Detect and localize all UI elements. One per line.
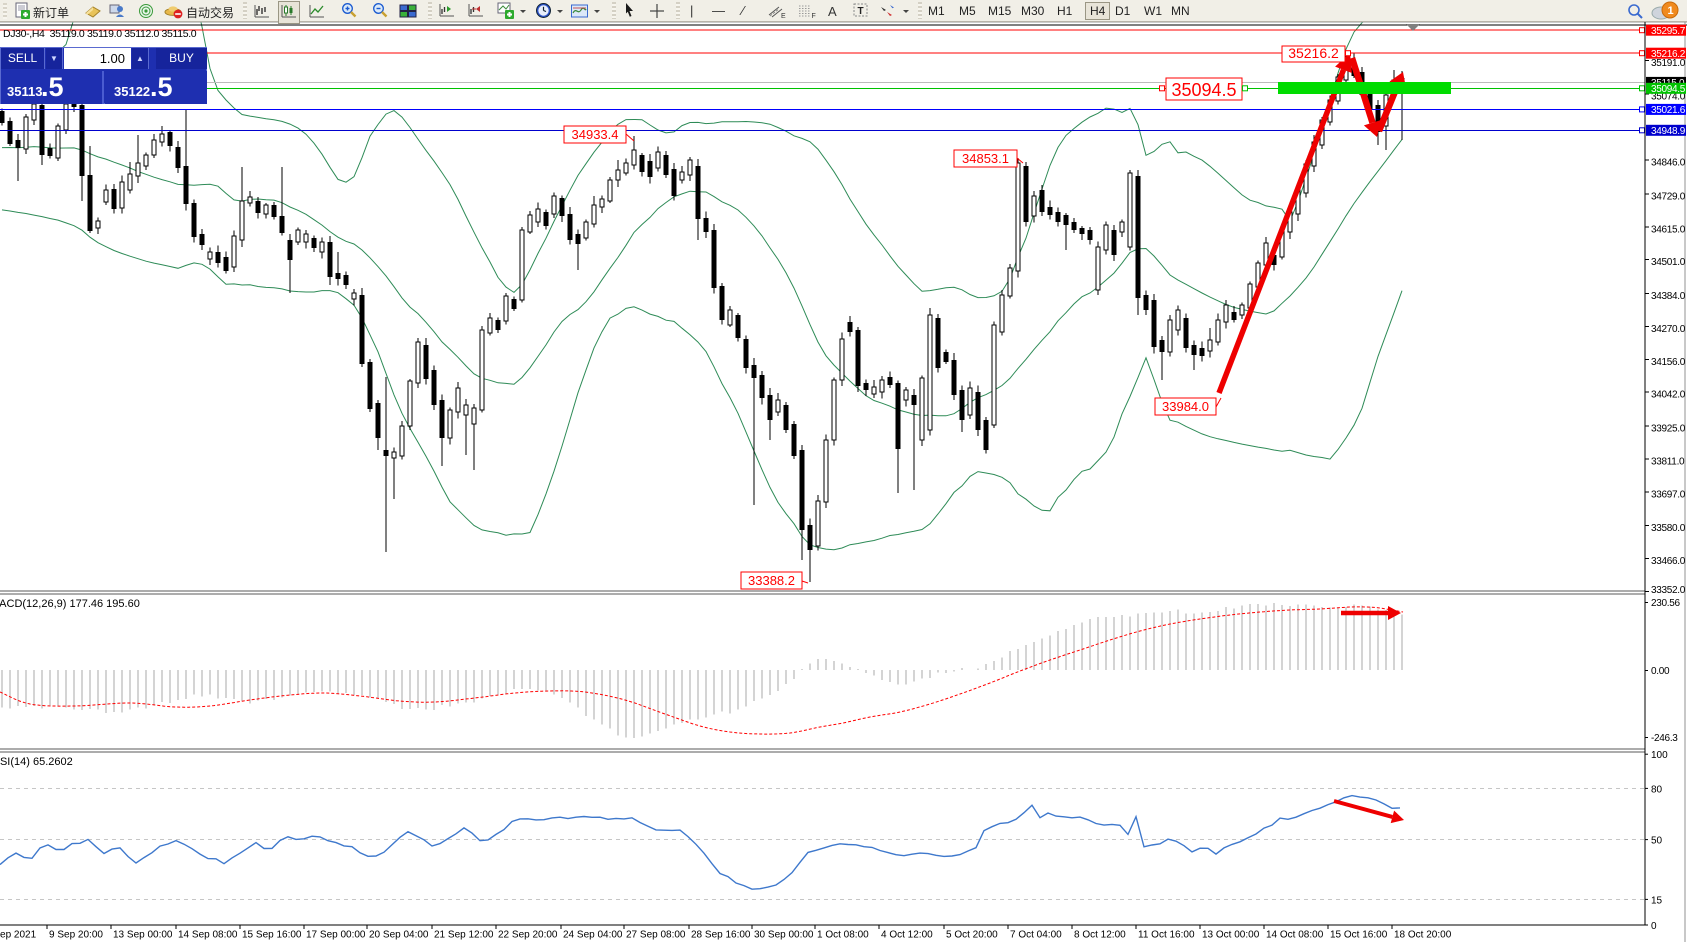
svg-text:50: 50 (1651, 836, 1663, 847)
svg-text:T: T (858, 6, 864, 17)
svg-text:F: F (812, 13, 816, 19)
svg-text:18 Oct 20:00: 18 Oct 20:00 (1394, 930, 1452, 941)
svg-text:34042.0: 34042.0 (1651, 390, 1686, 401)
svg-text:33466.0: 33466.0 (1651, 556, 1686, 567)
svg-text:15 Sep 16:00: 15 Sep 16:00 (242, 930, 302, 941)
svg-text:33352.0: 33352.0 (1651, 585, 1686, 596)
svg-text:13 Sep 00:00: 13 Sep 00:00 (113, 930, 173, 941)
svg-text:33984.0: 33984.0 (1162, 399, 1209, 414)
svg-text:30 Sep 00:00: 30 Sep 00:00 (754, 930, 814, 941)
svg-text:34846.0: 34846.0 (1651, 158, 1686, 169)
svg-text:33580.0: 33580.0 (1651, 523, 1686, 534)
svg-text:33388.2: 33388.2 (748, 573, 795, 588)
svg-text:35191.0: 35191.0 (1651, 58, 1686, 69)
svg-text:20 Sep 04:00: 20 Sep 04:00 (369, 930, 429, 941)
svg-text:0.00: 0.00 (1651, 666, 1670, 677)
svg-text:33811.0: 33811.0 (1651, 456, 1685, 467)
svg-text:33697.0: 33697.0 (1651, 489, 1686, 500)
svg-text:9 Sep 20:00: 9 Sep 20:00 (49, 930, 103, 941)
svg-text:35094.5: 35094.5 (1651, 84, 1686, 95)
svg-text:1 Oct 08:00: 1 Oct 08:00 (817, 930, 869, 941)
svg-text:34501.0: 34501.0 (1651, 257, 1686, 268)
svg-text:35295.7: 35295.7 (1651, 26, 1686, 37)
svg-text:-246.3: -246.3 (1651, 733, 1678, 744)
svg-text:34933.4: 34933.4 (572, 127, 619, 142)
svg-text:E: E (781, 13, 786, 19)
svg-text:21 Sep 12:00: 21 Sep 12:00 (434, 930, 494, 941)
svg-text:35216.2: 35216.2 (1288, 45, 1339, 61)
svg-text:17 Sep 00:00: 17 Sep 00:00 (306, 930, 366, 941)
svg-text:100: 100 (1651, 750, 1668, 761)
svg-text:7 Oct 04:00: 7 Oct 04:00 (1010, 930, 1062, 941)
svg-text:5 Oct 20:00: 5 Oct 20:00 (946, 930, 998, 941)
svg-text:11 Oct 16:00: 11 Oct 16:00 (1138, 930, 1195, 941)
svg-text:0: 0 (1651, 921, 1657, 932)
svg-text:35074.0: 35074.0 (1651, 92, 1686, 103)
svg-text:34948.9: 34948.9 (1651, 126, 1686, 137)
svg-text:27 Sep 08:00: 27 Sep 08:00 (626, 930, 686, 941)
svg-text:14 Oct 08:00: 14 Oct 08:00 (1266, 930, 1324, 941)
svg-text:34729.0: 34729.0 (1651, 191, 1686, 202)
svg-text:35094.5: 35094.5 (1171, 80, 1236, 100)
svg-text:34615.0: 34615.0 (1651, 224, 1686, 235)
svg-text:230.56: 230.56 (1651, 598, 1681, 609)
svg-text:15: 15 (1651, 895, 1663, 906)
svg-text:4 Oct 12:00: 4 Oct 12:00 (881, 930, 933, 941)
svg-text:24 Sep 04:00: 24 Sep 04:00 (563, 930, 623, 941)
svg-text:80: 80 (1651, 784, 1663, 795)
svg-text:8 Sep 2021: 8 Sep 2021 (0, 930, 37, 941)
svg-text:14 Sep 08:00: 14 Sep 08:00 (178, 930, 238, 941)
svg-text:RSI(14) 65.2602: RSI(14) 65.2602 (0, 756, 73, 768)
svg-text:22 Sep 20:00: 22 Sep 20:00 (498, 930, 558, 941)
svg-text:8 Oct 12:00: 8 Oct 12:00 (1074, 930, 1126, 941)
svg-text:DJ30-,H4 35119.0 35119.0 3511: DJ30-,H4 35119.0 35119.0 35112.0 35115.0 (3, 28, 197, 40)
svg-text:34384.0: 34384.0 (1651, 291, 1686, 302)
svg-text:35021.6: 35021.6 (1651, 105, 1686, 116)
svg-text:33925.0: 33925.0 (1651, 424, 1686, 435)
svg-text:MACD(12,26,9) 177.46 195.60: MACD(12,26,9) 177.46 195.60 (0, 598, 140, 610)
svg-text:35216.2: 35216.2 (1651, 49, 1686, 60)
svg-text:34156.0: 34156.0 (1651, 357, 1686, 368)
svg-text:34853.1: 34853.1 (962, 151, 1009, 166)
svg-text:34270.0: 34270.0 (1651, 324, 1686, 335)
svg-text:13 Oct 00:00: 13 Oct 00:00 (1202, 930, 1260, 941)
svg-text:28 Sep 16:00: 28 Sep 16:00 (691, 930, 751, 941)
svg-text:1: 1 (1668, 5, 1674, 17)
svg-text:15 Oct 16:00: 15 Oct 16:00 (1330, 930, 1388, 941)
